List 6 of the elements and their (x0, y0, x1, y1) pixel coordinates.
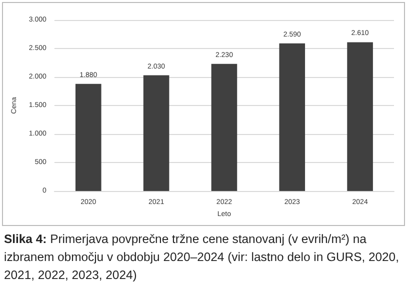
text: Slika 4: Primerjava povprečne tržne cene stanovanj (v evrih/m²) na izbranem območju v obdobju 2020–2024 (vir: lastno delo in GURS, 2020, 2021, 2022, 2023, 2024) (4, 231, 400, 284)
bar (279, 43, 306, 191)
bar (211, 64, 238, 191)
bar (143, 75, 170, 191)
bar (347, 42, 373, 191)
bar (75, 84, 102, 191)
